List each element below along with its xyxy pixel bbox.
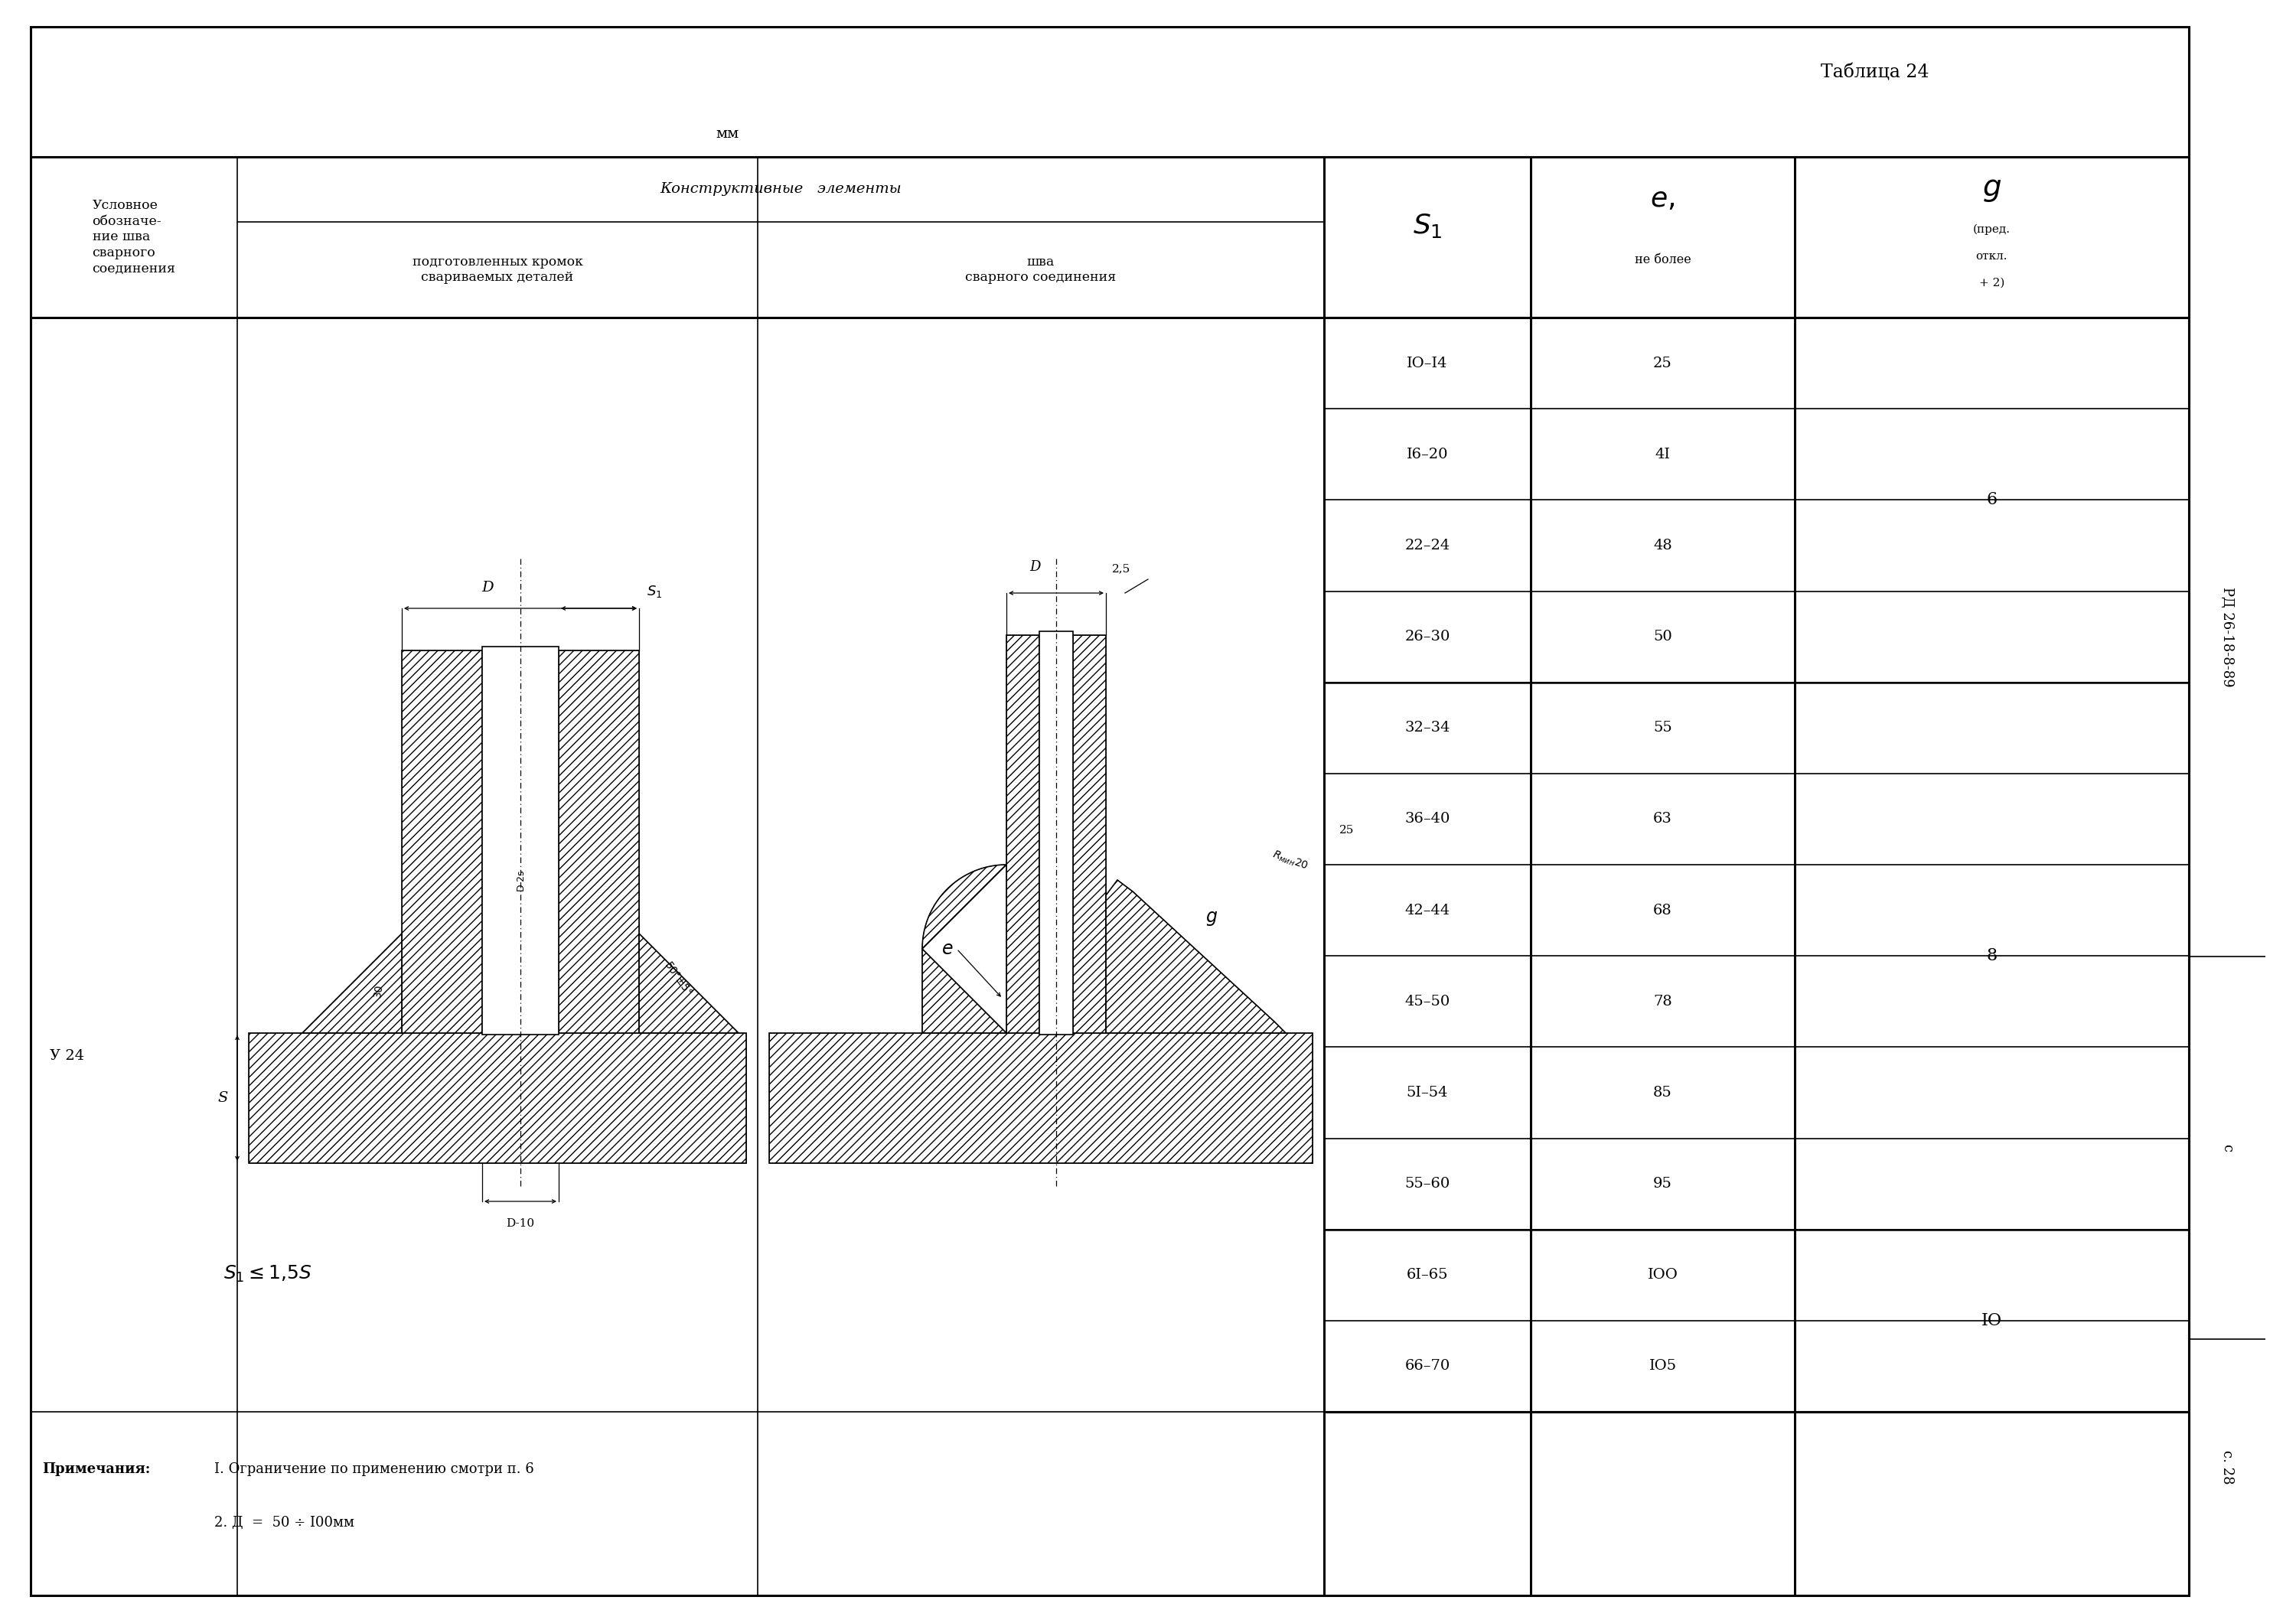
Text: 55–60: 55–60: [1405, 1177, 1451, 1191]
Text: $\mathit{g}$: $\mathit{g}$: [1981, 174, 2002, 203]
Text: Примечания:: Примечания:: [41, 1462, 149, 1475]
Text: IO: IO: [1981, 1313, 2002, 1329]
Text: 48: 48: [1653, 539, 1671, 552]
Polygon shape: [1040, 631, 1072, 1034]
Polygon shape: [558, 651, 638, 1032]
Text: 5I–54: 5I–54: [1407, 1086, 1449, 1099]
Text: 8: 8: [1986, 948, 1998, 964]
Text: 50: 50: [1653, 630, 1671, 644]
Text: $S_{\mathit{1}}$: $S_{\mathit{1}}$: [1412, 213, 1442, 240]
Text: шва
сварного соединения: шва сварного соединения: [964, 255, 1116, 284]
Polygon shape: [638, 933, 739, 1032]
Text: $e,$: $e,$: [1651, 187, 1676, 213]
Text: 22–24: 22–24: [1405, 539, 1451, 552]
Text: I6–20: I6–20: [1407, 448, 1449, 461]
Text: 45–50: 45–50: [1405, 995, 1451, 1008]
Polygon shape: [769, 1032, 1313, 1164]
Text: 95: 95: [1653, 1177, 1671, 1191]
Text: с. 28: с. 28: [2220, 1451, 2234, 1485]
Text: 25: 25: [1339, 824, 1355, 836]
Polygon shape: [1107, 880, 1286, 1032]
Text: 30: 30: [372, 984, 386, 998]
Text: Условное
обозначе-
ние шва
сварного
соединения: Условное обозначе- ние шва сварного соед…: [92, 198, 174, 276]
Text: откл.: откл.: [1977, 252, 2007, 261]
Text: 26–30: 26–30: [1405, 630, 1451, 644]
Polygon shape: [248, 1032, 746, 1164]
Text: 78: 78: [1653, 995, 1671, 1008]
Polygon shape: [303, 933, 402, 1032]
Text: 2. Д  =  50 ÷ I00мм: 2. Д = 50 ÷ I00мм: [214, 1516, 354, 1529]
Text: Конструктивные   элементы: Конструктивные элементы: [659, 182, 902, 196]
Text: D: D: [1031, 560, 1040, 575]
Text: 6: 6: [1986, 492, 1998, 508]
Text: 63: 63: [1653, 812, 1671, 826]
Text: не более: не более: [1635, 253, 1690, 266]
Text: D: D: [482, 581, 494, 594]
Text: 66–70: 66–70: [1405, 1360, 1451, 1373]
Text: + 2): + 2): [1979, 278, 2004, 289]
Text: 4I: 4I: [1655, 448, 1669, 461]
Text: подготовленных кромок
свариваемых деталей: подготовленных кромок свариваемых детале…: [413, 255, 583, 284]
Text: РД 26-18-8-89: РД 26-18-8-89: [2220, 588, 2234, 687]
Polygon shape: [1072, 635, 1107, 1032]
Text: 32–34: 32–34: [1405, 721, 1451, 735]
Text: 68: 68: [1653, 904, 1671, 917]
Text: IOO: IOO: [1649, 1268, 1678, 1282]
Text: 6I–65: 6I–65: [1407, 1268, 1449, 1282]
Text: $g$: $g$: [1205, 909, 1217, 927]
Text: IO5: IO5: [1649, 1360, 1676, 1373]
Text: D-2s: D-2s: [514, 868, 526, 891]
Text: У 24: У 24: [51, 1048, 85, 1063]
Text: мм: мм: [716, 127, 739, 141]
Text: 42–44: 42–44: [1405, 904, 1451, 917]
Text: 25: 25: [1653, 357, 1671, 370]
Text: 2,5: 2,5: [1111, 563, 1130, 575]
Text: $e$: $e$: [941, 940, 953, 958]
Text: 85: 85: [1653, 1086, 1671, 1099]
Text: S: S: [218, 1091, 227, 1105]
Text: 36–40: 36–40: [1405, 812, 1451, 826]
Text: D-10: D-10: [505, 1219, 535, 1229]
Text: IO–I4: IO–I4: [1407, 357, 1449, 370]
Polygon shape: [923, 865, 1006, 1032]
Text: $S_1$: $S_1$: [647, 584, 661, 599]
Text: с: с: [2220, 1144, 2234, 1152]
Text: $S_{\mathit{1}} \leq 1{,}5S$: $S_{\mathit{1}} \leq 1{,}5S$: [223, 1264, 312, 1284]
Polygon shape: [402, 651, 482, 1032]
Text: $R_{мин}20$: $R_{мин}20$: [1270, 849, 1309, 873]
Text: (пред.: (пред.: [1972, 224, 2011, 235]
Polygon shape: [1006, 635, 1040, 1032]
Polygon shape: [482, 646, 558, 1034]
Text: 55: 55: [1653, 721, 1671, 735]
Text: Таблица 24: Таблица 24: [1821, 63, 1929, 81]
Text: 50°±5°: 50°±5°: [661, 961, 693, 998]
Text: I. Ограничение по применению смотри п. 6: I. Ограничение по применению смотри п. 6: [214, 1462, 535, 1475]
